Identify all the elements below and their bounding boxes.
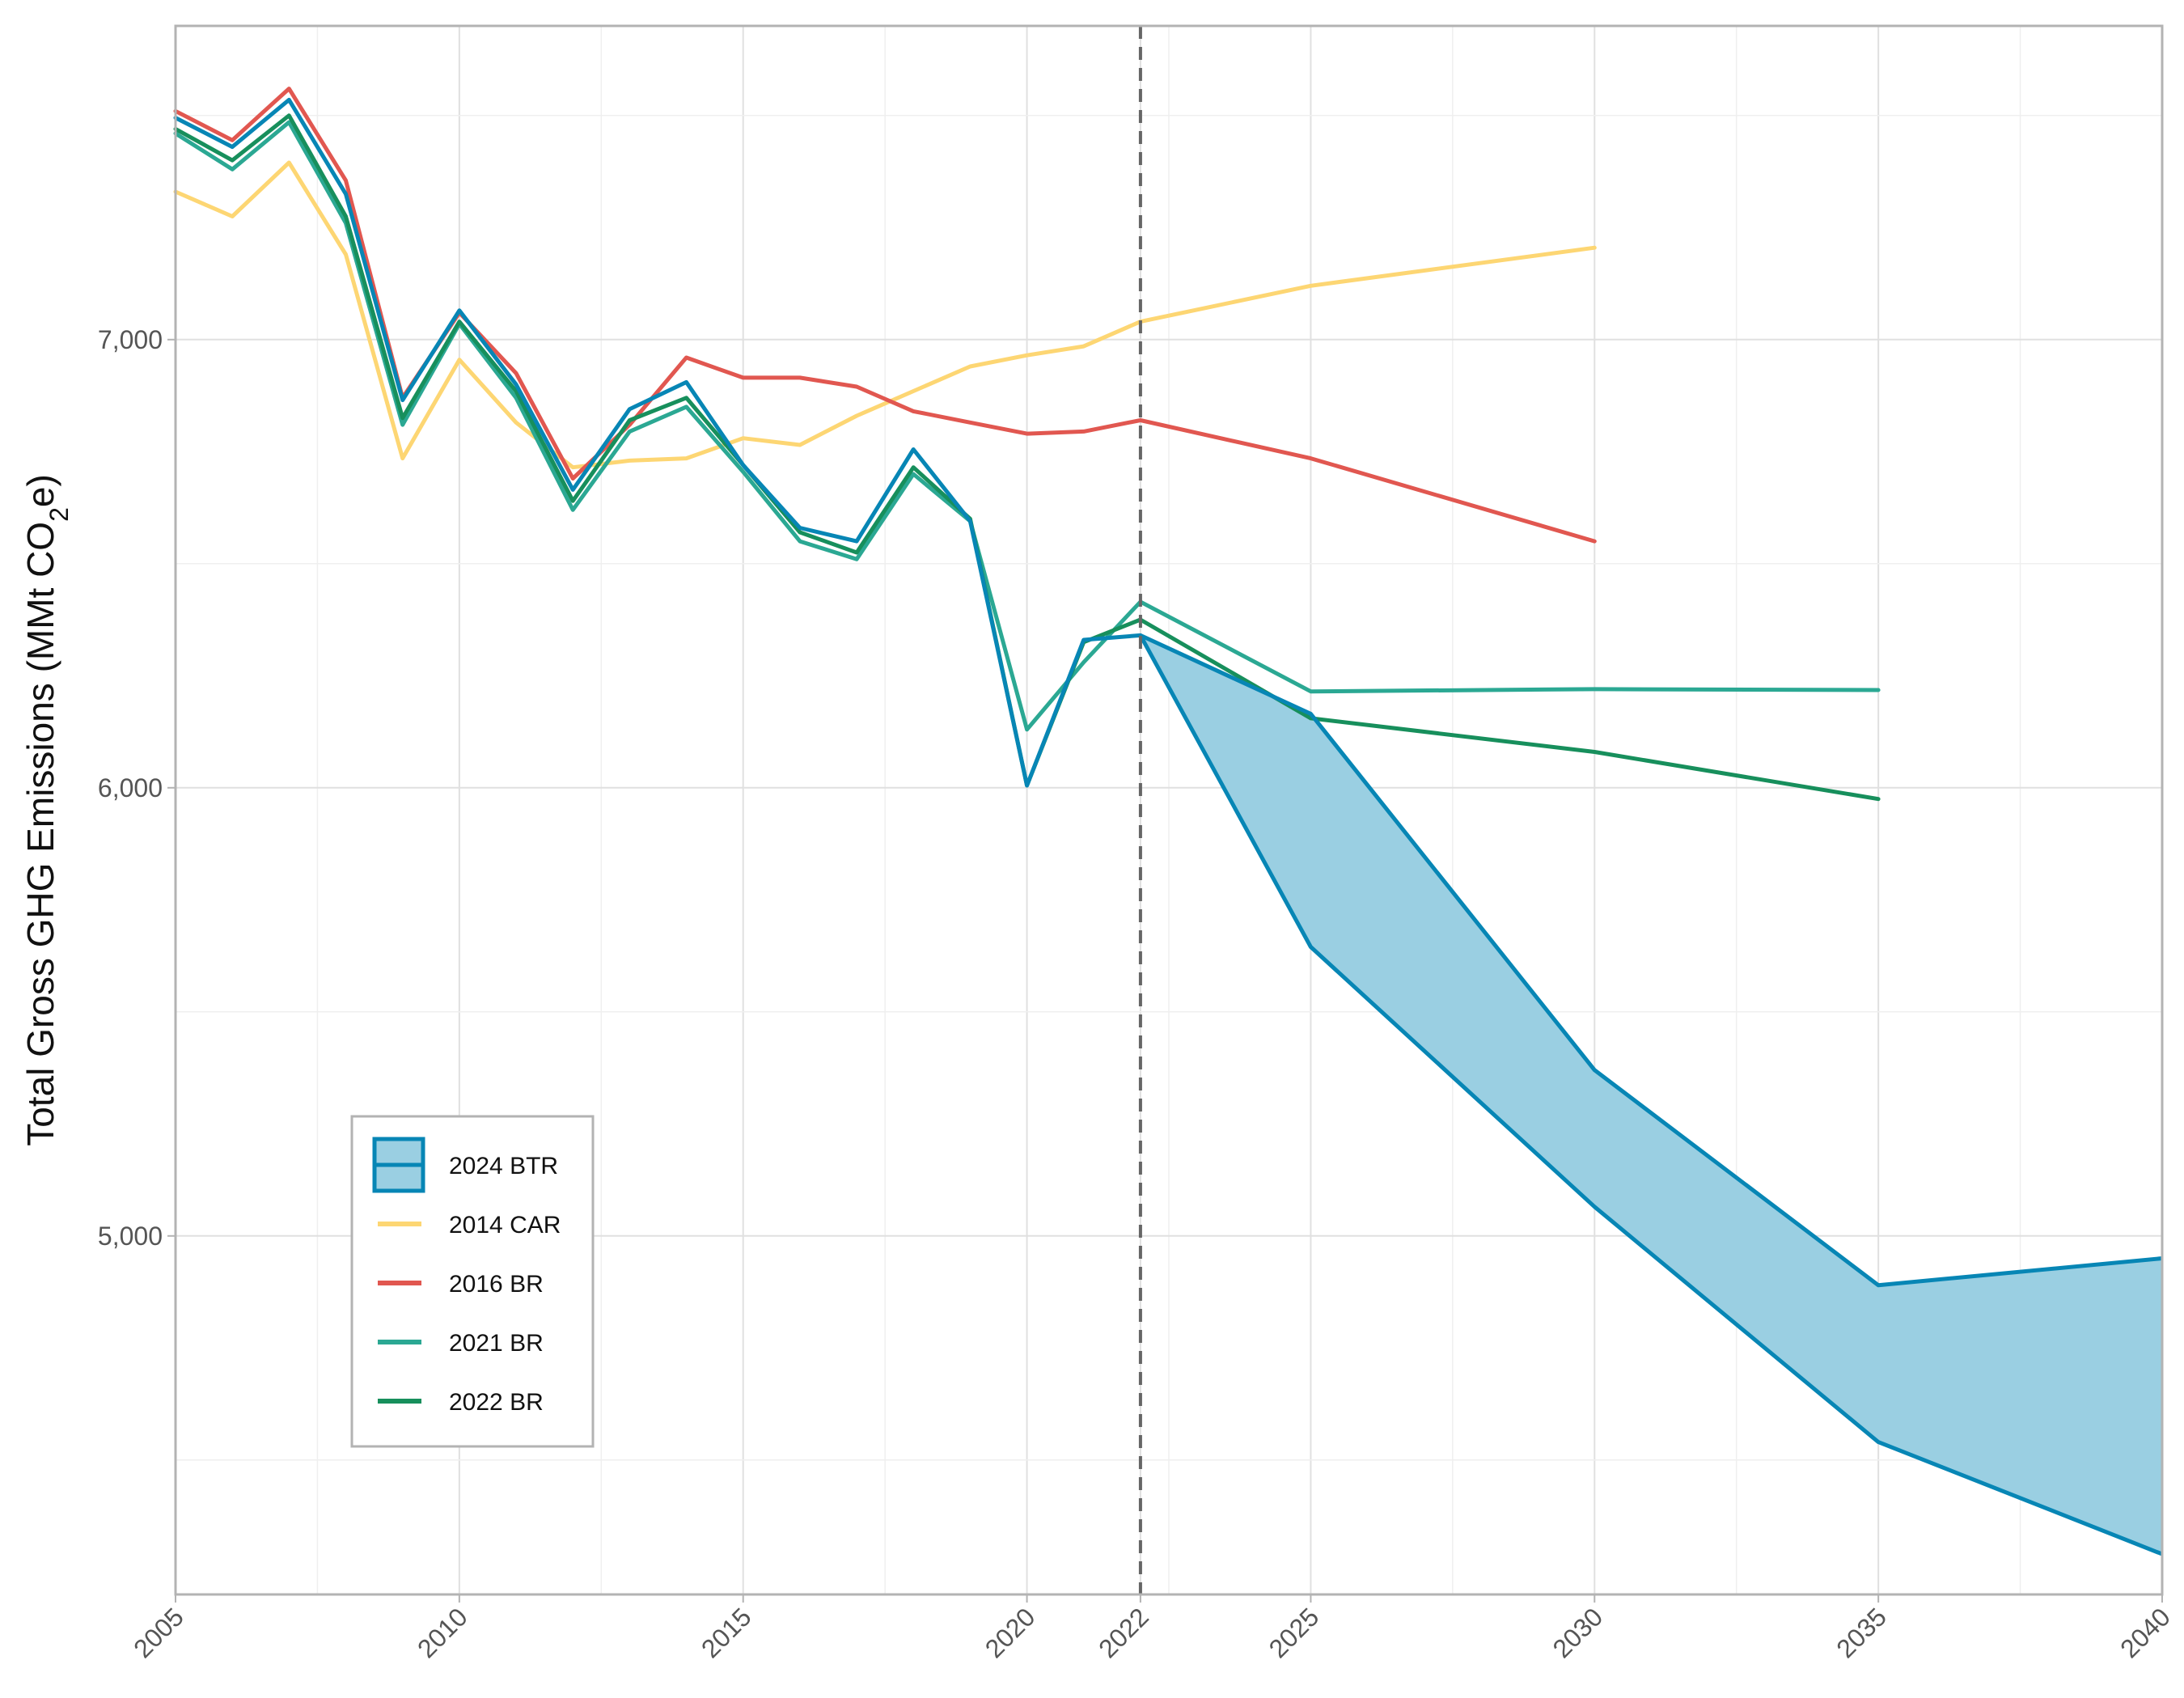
legend-label-2022-br: 2022 BR	[449, 1389, 544, 1416]
legend-label-2021-br: 2021 BR	[449, 1330, 544, 1357]
series-lines	[173, 87, 2163, 1556]
projection-lower-line	[1138, 634, 2163, 1556]
y-axis-title-prefix: Total Gross GHG Emissions (MMt CO	[19, 522, 61, 1146]
legend-label-2024-btr: 2024 BTR	[449, 1153, 558, 1179]
series-line-2016-br	[173, 87, 1597, 544]
y-tick-label: 7,000	[98, 325, 163, 354]
legend-label-2016-br: 2016 BR	[449, 1271, 544, 1298]
projection-band	[1140, 635, 2162, 1555]
legend: 2024 BTR 2014 CAR 2016 BR 2021 BR 2022 BR	[350, 1115, 595, 1448]
plot-border	[174, 24, 2164, 1596]
y-tick-label: 6,000	[98, 773, 163, 802]
series-line-2014-car	[173, 160, 1597, 470]
projection-upper-line	[1139, 633, 2163, 1288]
series-line-2024-btr	[173, 97, 1143, 788]
y-axis-title-subscript: 2	[44, 507, 74, 522]
y-axis-title-suffix: e)	[19, 474, 61, 507]
y-axis-title: Total Gross GHG Emissions (MMt CO2e)	[19, 474, 74, 1146]
legend-label-2014-car: 2014 CAR	[449, 1212, 561, 1239]
projection-band-area	[1140, 635, 2162, 1555]
y-tick-label: 5,000	[98, 1222, 163, 1251]
